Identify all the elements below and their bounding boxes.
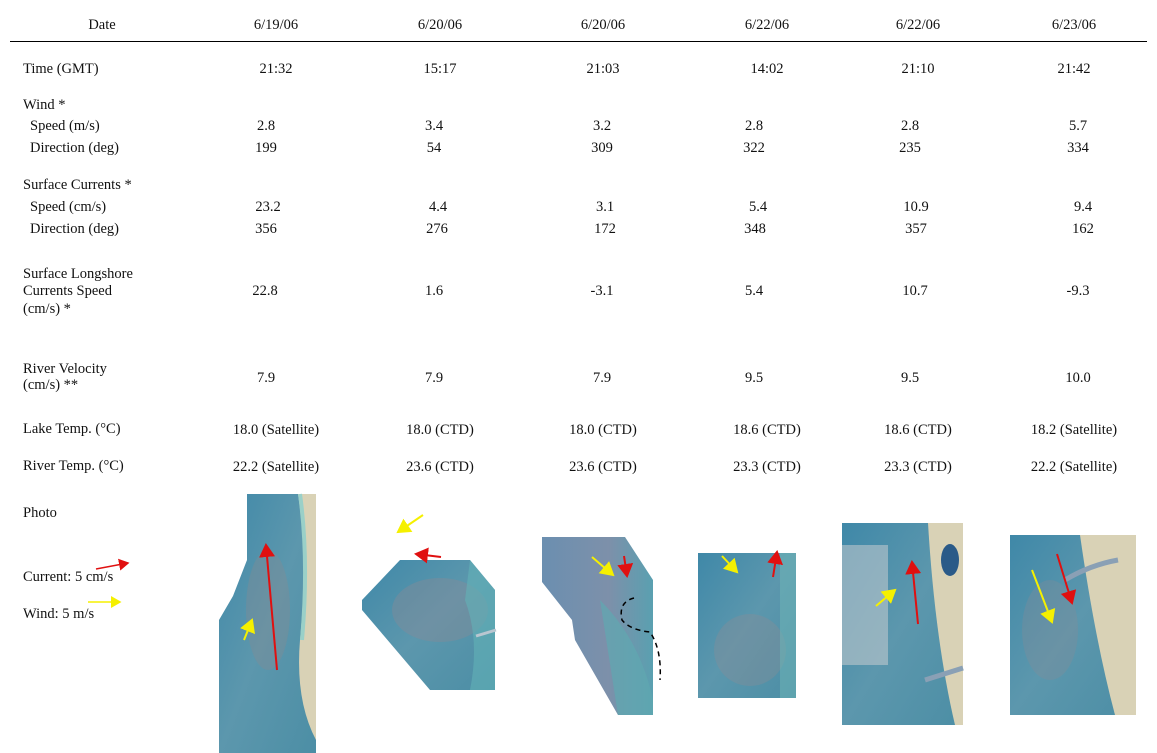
photo-6	[1010, 535, 1136, 715]
row-label-currents-direction: Direction (deg)	[30, 221, 119, 237]
cell-wind-direction: 235	[899, 140, 921, 156]
current-arrow	[259, 543, 278, 671]
cell-river-velocity: 9.5	[744, 370, 764, 386]
cell-wind-speed: 3.2	[592, 118, 612, 134]
cell-longshore: 5.4	[744, 283, 764, 299]
row-label-longshore-line2: Currents Speed	[23, 283, 112, 299]
cell-river-velocity: 7.9	[424, 370, 444, 386]
cell-wind-speed: 2.8	[744, 118, 764, 134]
header-date-label: Date	[88, 17, 116, 33]
cell-current-direction: 348	[744, 221, 766, 237]
cell-wind-direction: 309	[591, 140, 613, 156]
row-label-river-velocity-line1: River Velocity	[23, 361, 107, 377]
cell-wind-speed: 2.8	[900, 118, 920, 134]
current-arrow	[617, 555, 634, 578]
cell-wind-speed: 5.7	[1068, 118, 1088, 134]
cell-wind-direction: 322	[743, 140, 765, 156]
cell-current-direction: 357	[905, 221, 927, 237]
cell-lake-temp: 18.0 (CTD)	[569, 422, 637, 438]
wind-arrow	[591, 556, 615, 577]
cell-wind-speed: 2.8	[256, 118, 276, 134]
cell-wind-direction: 54	[426, 140, 442, 156]
row-label-river-velocity-line2: (cm/s) **	[23, 377, 79, 393]
cell-lake-temp: 18.6 (CTD)	[884, 422, 952, 438]
current-arrow	[905, 560, 922, 625]
cell-current-direction: 172	[594, 221, 616, 237]
cell-longshore: -9.3	[1066, 283, 1090, 299]
cell-wind-speed: 3.4	[424, 118, 444, 134]
cell-current-direction: 356	[255, 221, 277, 237]
cell-time: 15:17	[423, 61, 457, 77]
current-arrow	[414, 547, 442, 564]
wind-arrow	[1031, 569, 1056, 624]
photo-4	[698, 550, 796, 698]
photo-5	[842, 523, 964, 725]
row-label-longshore-line1: Surface Longshore	[23, 266, 133, 282]
cell-longshore: -3.1	[590, 283, 614, 299]
row-label-photo: Photo	[23, 505, 57, 521]
cell-time: 21:03	[586, 61, 620, 77]
cell-current-speed: 4.4	[428, 199, 448, 215]
row-label-currents-speed: Speed (cm/s)	[30, 199, 107, 215]
row-label-time: Time (GMT)	[23, 61, 99, 77]
cell-time: 21:10	[901, 61, 935, 77]
column-header: 6/22/06	[744, 17, 790, 33]
legend-current-label: Current: 5 cm/s	[23, 569, 114, 585]
column-header: 6/20/06	[417, 17, 463, 33]
cell-river-temp: 23.3 (CTD)	[733, 459, 801, 475]
legend-wind-label: Wind: 5 m/s	[23, 606, 95, 622]
wind-arrow	[721, 555, 739, 574]
cell-river-temp: 22.2 (Satellite)	[232, 459, 320, 475]
column-header: 6/19/06	[253, 17, 299, 33]
cell-longshore: 10.7	[902, 283, 928, 299]
current-arrow	[767, 550, 784, 578]
cell-river-temp: 23.6 (CTD)	[569, 459, 637, 475]
row-label-currents: Surface Currents *	[23, 177, 132, 193]
cell-current-speed: 23.2	[255, 199, 281, 215]
cell-current-speed: 5.4	[748, 199, 768, 215]
row-label-lake-temp: Lake Temp. (°C)	[23, 421, 121, 437]
cell-river-velocity: 10.0	[1065, 370, 1091, 386]
cell-lake-temp: 18.0 (CTD)	[406, 422, 474, 438]
cell-current-speed: 3.1	[595, 199, 615, 215]
cell-lake-temp: 18.6 (CTD)	[733, 422, 801, 438]
cell-river-velocity: 9.5	[900, 370, 920, 386]
column-header: 6/23/06	[1051, 17, 1097, 33]
cell-river-temp: 23.3 (CTD)	[884, 459, 952, 475]
row-label-wind: Wind *	[23, 97, 66, 113]
cell-lake-temp: 18.2 (Satellite)	[1030, 422, 1118, 438]
cell-longshore: 1.6	[424, 283, 444, 299]
cell-river-velocity: 7.9	[256, 370, 276, 386]
wind-arrow	[875, 588, 897, 607]
photo-3	[542, 537, 662, 715]
cell-time: 21:42	[1057, 61, 1091, 77]
header-rule	[10, 41, 1147, 42]
current-arrow	[1056, 553, 1077, 605]
cell-current-speed: 9.4	[1073, 199, 1093, 215]
cell-river-temp: 23.6 (CTD)	[406, 459, 474, 475]
photo-1	[219, 493, 316, 753]
wind-arrow	[240, 618, 255, 641]
wind-arrow	[396, 514, 424, 534]
cell-wind-direction: 199	[255, 140, 277, 156]
cell-wind-direction: 334	[1067, 140, 1089, 156]
photo-2	[362, 514, 497, 690]
cell-current-direction: 276	[426, 221, 448, 237]
cell-river-temp: 22.2 (Satellite)	[1030, 459, 1118, 475]
cell-current-direction: 162	[1072, 221, 1094, 237]
row-label-river-temp: River Temp. (°C)	[23, 458, 124, 474]
row-label-wind-direction: Direction (deg)	[30, 140, 119, 156]
cell-lake-temp: 18.0 (Satellite)	[232, 422, 320, 438]
row-label-longshore-line3: (cm/s) *	[23, 301, 71, 317]
column-header: 6/20/06	[580, 17, 626, 33]
cell-river-velocity: 7.9	[592, 370, 612, 386]
cell-time: 21:32	[259, 61, 293, 77]
cell-longshore: 22.8	[252, 283, 278, 299]
row-label-wind-speed: Speed (m/s)	[30, 118, 100, 134]
column-header: 6/22/06	[895, 17, 941, 33]
cell-current-speed: 10.9	[903, 199, 929, 215]
cell-time: 14:02	[750, 61, 784, 77]
